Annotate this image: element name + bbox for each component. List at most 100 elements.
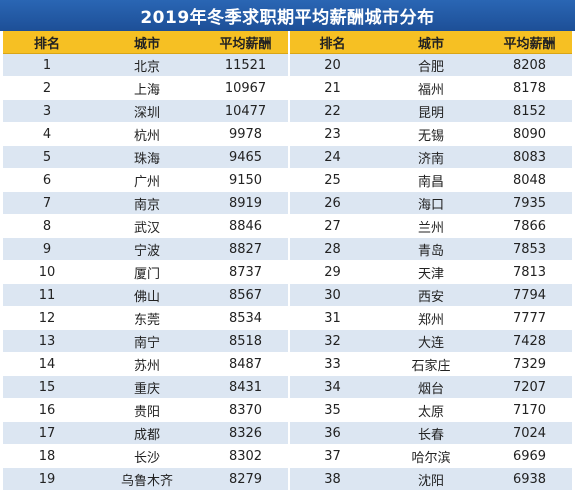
table-row: 16 贵阳 8370 35 太原 7170 xyxy=(3,398,572,422)
cell-salary-right: 8083 xyxy=(487,145,572,169)
cell-city-right: 济南 xyxy=(375,145,487,169)
table-row: 5 珠海 9465 24 济南 8083 xyxy=(3,145,572,169)
cell-salary-left: 8370 xyxy=(203,398,289,422)
cell-salary-left: 10477 xyxy=(203,99,289,123)
cell-salary-right: 8090 xyxy=(487,122,572,146)
cell-city-left: 苏州 xyxy=(91,352,203,376)
cell-rank-left: 11 xyxy=(3,283,91,307)
cell-rank-left: 14 xyxy=(3,352,91,376)
cell-city-left: 上海 xyxy=(91,76,203,100)
cell-city-left: 南宁 xyxy=(91,329,203,353)
cell-salary-left: 8518 xyxy=(203,329,289,353)
cell-salary-right: 6969 xyxy=(487,444,572,468)
cell-city-left: 北京 xyxy=(91,53,203,77)
cell-rank-left: 7 xyxy=(3,191,91,215)
cell-rank-right: 27 xyxy=(288,214,375,238)
header-city-right: 城市 xyxy=(375,31,487,54)
figure-title: 2019年冬季求职期平均薪酬城市分布 xyxy=(0,0,575,31)
table-row: 9 宁波 8827 28 青岛 7853 xyxy=(3,237,572,261)
cell-city-right: 太原 xyxy=(375,398,487,422)
cell-salary-left: 9465 xyxy=(203,145,289,169)
table-row: 17 成都 8326 36 长春 7024 xyxy=(3,421,572,445)
cell-rank-right: 34 xyxy=(288,375,375,399)
header-rank-right: 排名 xyxy=(288,31,375,54)
cell-salary-right: 7794 xyxy=(487,283,572,307)
header-rank-left: 排名 xyxy=(3,31,91,54)
cell-rank-right: 21 xyxy=(288,76,375,100)
table-row: 2 上海 10967 21 福州 8178 xyxy=(3,76,572,100)
table-row: 15 重庆 8431 34 烟台 7207 xyxy=(3,375,572,399)
cell-city-left: 佛山 xyxy=(91,283,203,307)
cell-rank-right: 30 xyxy=(288,283,375,307)
cell-salary-right: 7329 xyxy=(487,352,572,376)
cell-city-right: 昆明 xyxy=(375,99,487,123)
cell-city-right: 烟台 xyxy=(375,375,487,399)
cell-salary-left: 9978 xyxy=(203,122,289,146)
header-salary-right: 平均薪酬 xyxy=(487,31,572,54)
cell-salary-left: 10967 xyxy=(203,76,289,100)
cell-salary-left: 11521 xyxy=(203,53,289,77)
salary-table: 排名 城市 平均薪酬 排名 城市 平均薪酬 1 北京 11521 20 合肥 8208 2 上… xyxy=(3,31,572,491)
cell-salary-right: 8152 xyxy=(487,99,572,123)
cell-rank-left: 16 xyxy=(3,398,91,422)
cell-rank-left: 3 xyxy=(3,99,91,123)
cell-salary-right: 7170 xyxy=(487,398,572,422)
cell-salary-right: 7024 xyxy=(487,421,572,445)
cell-rank-right: 37 xyxy=(288,444,375,468)
cell-city-right: 石家庄 xyxy=(375,352,487,376)
table-row: 3 深圳 10477 22 昆明 8152 xyxy=(3,99,572,123)
cell-salary-left: 8919 xyxy=(203,191,289,215)
table-row: 14 苏州 8487 33 石家庄 7329 xyxy=(3,352,572,376)
cell-rank-left: 17 xyxy=(3,421,91,445)
cell-city-left: 深圳 xyxy=(91,99,203,123)
header-salary-left: 平均薪酬 xyxy=(203,31,289,54)
table-row: 1 北京 11521 20 合肥 8208 xyxy=(3,53,572,77)
cell-city-left: 长沙 xyxy=(91,444,203,468)
cell-rank-right: 31 xyxy=(288,306,375,330)
cell-rank-right: 22 xyxy=(288,99,375,123)
cell-city-right: 南昌 xyxy=(375,168,487,192)
cell-city-left: 珠海 xyxy=(91,145,203,169)
cell-rank-right: 25 xyxy=(288,168,375,192)
cell-city-right: 福州 xyxy=(375,76,487,100)
table-row: 13 南宁 8518 32 大连 7428 xyxy=(3,329,572,353)
header-city-left: 城市 xyxy=(91,31,203,54)
cell-salary-right: 8048 xyxy=(487,168,572,192)
cell-salary-left: 8302 xyxy=(203,444,289,468)
cell-salary-left: 9150 xyxy=(203,168,289,192)
cell-rank-left: 6 xyxy=(3,168,91,192)
cell-city-right: 海口 xyxy=(375,191,487,215)
cell-salary-right: 7935 xyxy=(487,191,572,215)
cell-city-right: 天津 xyxy=(375,260,487,284)
cell-rank-left: 9 xyxy=(3,237,91,261)
cell-city-left: 宁波 xyxy=(91,237,203,261)
cell-salary-left: 8431 xyxy=(203,375,289,399)
cell-rank-left: 10 xyxy=(3,260,91,284)
cell-city-left: 成都 xyxy=(91,421,203,445)
cell-salary-left: 8326 xyxy=(203,421,289,445)
table-row: 10 厦门 8737 29 天津 7813 xyxy=(3,260,572,284)
cell-rank-left: 13 xyxy=(3,329,91,353)
cell-rank-left: 5 xyxy=(3,145,91,169)
cell-salary-right: 8208 xyxy=(487,53,572,77)
cell-city-left: 杭州 xyxy=(91,122,203,146)
cell-city-right: 沈阳 xyxy=(375,467,487,491)
cell-city-left: 南京 xyxy=(91,191,203,215)
cell-rank-left: 1 xyxy=(3,53,91,77)
table-row: 6 广州 9150 25 南昌 8048 xyxy=(3,168,572,192)
cell-city-right: 无锡 xyxy=(375,122,487,146)
cell-salary-right: 7207 xyxy=(487,375,572,399)
table-row: 8 武汉 8846 27 兰州 7866 xyxy=(3,214,572,238)
cell-city-left: 广州 xyxy=(91,168,203,192)
cell-city-left: 乌鲁木齐 xyxy=(91,467,203,491)
cell-city-left: 厦门 xyxy=(91,260,203,284)
cell-salary-right: 7813 xyxy=(487,260,572,284)
table-body: 1 北京 11521 20 合肥 8208 2 上海 10967 21 福州 8178 3 深圳 10477… xyxy=(3,53,572,491)
cell-rank-left: 18 xyxy=(3,444,91,468)
cell-salary-left: 8279 xyxy=(203,467,289,491)
cell-city-left: 重庆 xyxy=(91,375,203,399)
cell-city-left: 东莞 xyxy=(91,306,203,330)
cell-city-right: 郑州 xyxy=(375,306,487,330)
cell-rank-right: 38 xyxy=(288,467,375,491)
